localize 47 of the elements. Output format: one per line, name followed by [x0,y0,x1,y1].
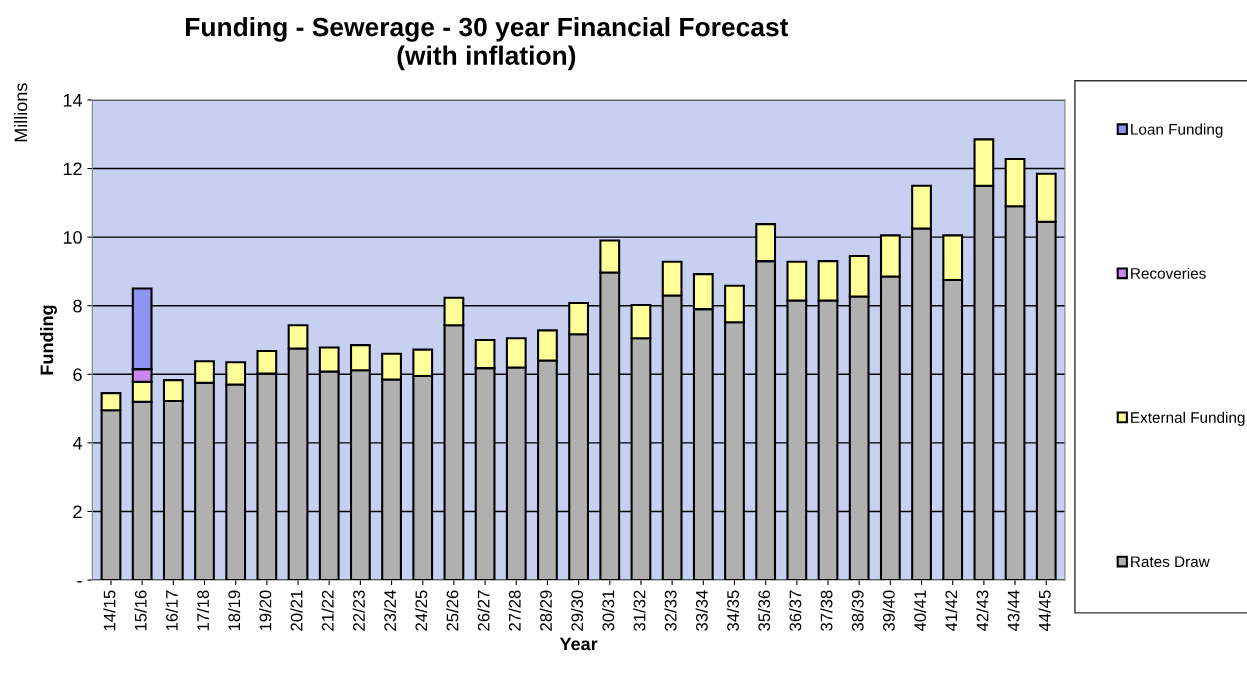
y-tick-label: - [77,581,82,583]
x-tick-label: 17/18 [196,590,209,631]
x-tick-label: 15/16 [134,590,147,631]
x-tick-label: 34/35 [726,590,739,631]
y-tick-label: 2 [73,505,82,518]
text: Millions [14,83,28,142]
x-tick-label: 42/43 [976,590,989,632]
x-tick-label: 22/23 [352,590,365,631]
x-tick-label: 38/39 [851,590,864,631]
x-tick-label: 33/34 [695,590,708,631]
x-tick-label: 41/42 [944,590,958,632]
legend-label: Recoveries [1131,267,1206,279]
x-axis-title: Year [559,637,598,651]
x-tick-label: 20/21 [290,590,303,631]
y-axis-title: Funding [40,305,57,375]
y-tick-label: 4 [72,436,83,450]
x-tick-label: 39/40 [882,590,895,631]
x-tick-label: 29/30 [570,590,584,631]
x-tick-label: 23/24 [383,590,397,631]
x-tick-label: 32/33 [664,590,677,631]
y-tick-label: 8 [73,299,82,313]
x-tick-label: 19/20 [259,590,272,631]
y-tick-label: 10 [63,231,82,244]
x-tick-label: 25/26 [446,590,459,631]
x-tick-label: 30/31 [602,590,615,631]
x-tick-label: 21/22 [321,590,334,631]
x-tick-label: 18/19 [227,590,241,631]
y-tick-label: 6 [73,368,82,382]
x-tick-label: 24/25 [414,590,428,631]
x-tick-label: 44/45 [1038,590,1051,632]
chart-title: Funding - Sewerage - 30 year Financial Forecast (with inflation) [186,17,789,71]
y-tick-label: 12 [63,162,82,176]
x-tick-label: 27/28 [508,590,521,631]
x-tick-label: 36/37 [789,590,802,631]
x-tick-label: 28/29 [539,590,552,631]
x-tick-label: 31/32 [633,590,646,631]
legend-label: External Funding [1131,411,1245,426]
x-tick-label: 37/38 [820,590,833,631]
x-tick-label: 40/41 [913,590,927,632]
y-tick-label: 14 [63,94,83,107]
x-tick-label: 43/44 [1007,590,1020,632]
x-tick-label: 26/27 [477,590,490,631]
x-tick-label: 14/15 [103,590,116,631]
legend-label: Rates Draw [1131,556,1210,568]
x-tick-label: 35/36 [757,590,771,631]
legend-label: Loan Funding [1131,123,1223,138]
x-tick-label: 16/17 [165,590,178,631]
